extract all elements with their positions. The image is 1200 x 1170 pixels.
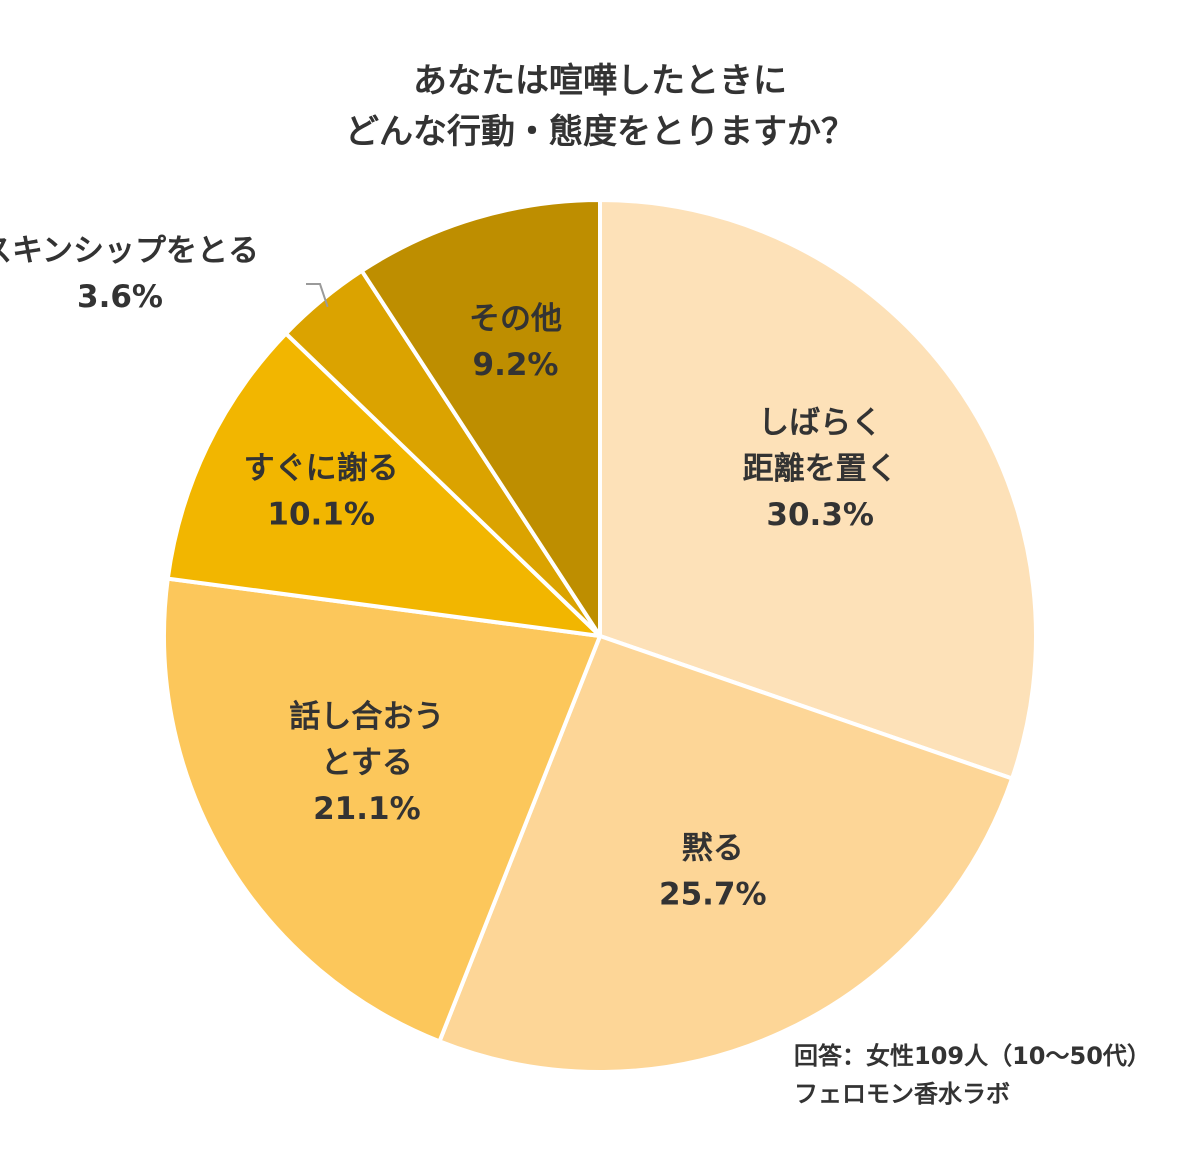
slice-label-5-line-1: スキンシップをとる <box>0 233 259 269</box>
slice-label-6: その他 9.2% <box>469 301 562 383</box>
leader-lines <box>306 283 329 308</box>
chart-note-line-1: 回答：女性109人（10～50代） <box>794 1042 1151 1070</box>
slice-label-5: スキンシップをとる 3.6% <box>0 233 259 315</box>
chart-note-line-2: フェロモン香水ラボ <box>794 1080 1010 1108</box>
slice-percent-3: 21.1% <box>313 791 421 827</box>
slice-label-1-line-2: 距離を置く <box>743 451 898 487</box>
chart-title: あなたは喧嘩したときに どんな行動・態度をとりますか？ <box>345 61 855 152</box>
slice-percent-4: 10.1% <box>267 497 375 533</box>
slice-label-6-line-1: その他 <box>469 301 562 337</box>
slice-label-1-line-1: しばらく <box>758 405 882 441</box>
slice-label-2-line-1: 黙る <box>682 831 744 867</box>
slice-label-2: 黙る 25.7% <box>659 831 767 913</box>
slice-labels: しばらく距離を置く 30.3% 黙る 25.7% 話し合おうとする 21.1% すぐに謝る 1… <box>0 233 898 913</box>
slice-label-1: しばらく距離を置く 30.3% <box>743 405 898 533</box>
pie-slices <box>162 198 1038 1074</box>
pie-slice-4 <box>165 331 602 638</box>
slice-label-4-line-1: すぐに謝る <box>244 451 399 487</box>
slice-percent-2: 25.7% <box>659 877 767 913</box>
chart-title-line-2: どんな行動・態度をとりますか？ <box>345 112 855 152</box>
pie-slice-6 <box>359 198 602 638</box>
slice-percent-6: 9.2% <box>473 347 559 383</box>
slice-label-4: すぐに謝る 10.1% <box>244 451 399 533</box>
slice-percent-5: 3.6% <box>77 279 163 315</box>
pie-slice-3 <box>162 576 602 1044</box>
pie-slice-2 <box>437 634 1015 1074</box>
slice-label-3-line-1: 話し合おう <box>289 699 444 735</box>
pie-slice-1 <box>598 198 1038 781</box>
chart-title-line-1: あなたは喧嘩したときに <box>413 61 787 101</box>
slice-label-3: 話し合おうとする 21.1% <box>289 699 444 827</box>
leader-line-5 <box>306 283 329 308</box>
slice-percent-1: 30.3% <box>766 497 874 533</box>
chart-note: 回答：女性109人（10～50代） フェロモン香水ラボ <box>794 1042 1151 1108</box>
slice-label-3-line-2: とする <box>321 745 413 781</box>
